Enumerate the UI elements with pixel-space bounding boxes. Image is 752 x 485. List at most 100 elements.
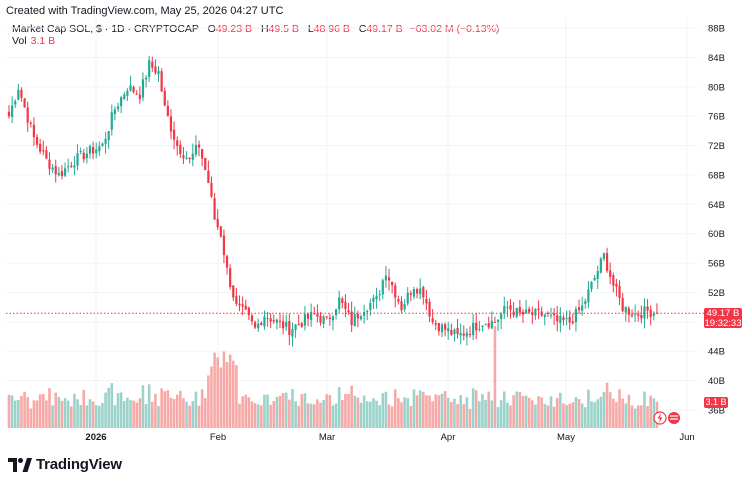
candle-body [229, 268, 232, 287]
candle-body [197, 144, 201, 148]
candle-body [303, 314, 307, 326]
tradingview-logo[interactable]: TradingView [8, 456, 122, 473]
volume-bar [524, 395, 528, 428]
candle-body [593, 277, 596, 281]
candle-body [378, 294, 381, 296]
last-price-value: 49.17 B [706, 308, 740, 319]
candle-body [172, 129, 176, 140]
candle-body [462, 333, 465, 336]
volume-bar [615, 402, 618, 428]
volume-bar [356, 397, 360, 428]
candle-body [453, 329, 456, 335]
volume-bar [481, 394, 484, 428]
candle-body [397, 299, 400, 302]
volume-bar [144, 404, 148, 428]
candle-body [191, 153, 194, 160]
candle-body [524, 309, 528, 313]
volume-bar [412, 389, 416, 428]
volume-bar [521, 396, 525, 428]
volume-bar [446, 397, 450, 428]
close-value: 49.17 B [366, 23, 403, 35]
x-tick-label: Apr [441, 432, 456, 443]
volume-bar [499, 400, 503, 428]
volume-bar [633, 408, 637, 428]
volume-bar [54, 392, 58, 428]
volume-bar [649, 395, 652, 428]
volume-bar [577, 399, 581, 428]
candle-body [375, 295, 378, 300]
candle-body [63, 168, 67, 176]
volume-bar [359, 402, 363, 428]
status-icons[interactable] [653, 411, 680, 425]
volume-bar [312, 404, 316, 428]
volume-bar [353, 395, 357, 428]
candle-body [123, 94, 126, 100]
candle-body [643, 306, 646, 319]
volume-bar [636, 405, 640, 428]
candle-body [403, 304, 406, 310]
candle-body [587, 289, 590, 303]
candle-body [282, 321, 285, 329]
volume-bar [150, 401, 154, 428]
candles [7, 55, 659, 347]
candle-body [422, 287, 425, 298]
candle-body [179, 144, 182, 155]
candle-body [154, 66, 157, 73]
volume-bar [197, 405, 201, 428]
volume-bar [213, 352, 216, 428]
volume-bar [369, 401, 372, 428]
volume-bar [157, 405, 160, 428]
last-volume-tag: 3.1 B [704, 397, 728, 408]
candle-body [568, 316, 571, 323]
volume-bar [306, 403, 310, 428]
volume-bar [549, 396, 553, 428]
candle-body [484, 324, 487, 326]
grid [6, 18, 698, 428]
volume-bar [583, 407, 587, 428]
candle-body [263, 316, 266, 327]
volume-bar [543, 403, 547, 428]
volume-bar [555, 397, 559, 428]
y-axis: 36B40B44B48B52B56B60B64B68B72B76B80B84B8… [708, 24, 725, 417]
candle-body [356, 313, 359, 319]
candle-body [216, 218, 219, 228]
volume-bar [540, 397, 543, 428]
volume-bar [20, 396, 23, 428]
volume-bar [203, 398, 207, 428]
volume-bar [238, 403, 241, 428]
close-label: C [358, 23, 367, 35]
candle-body [126, 90, 129, 96]
volume-bar [141, 385, 145, 428]
volume-bar [552, 406, 556, 428]
candle-body [39, 143, 42, 152]
candle-body [160, 71, 163, 92]
candle-body [359, 316, 363, 320]
candle-body [387, 277, 391, 281]
candle-body [562, 317, 565, 321]
volume-bar [515, 391, 519, 428]
volume-bar [605, 382, 609, 428]
volume-bar [440, 393, 444, 428]
volume-bar [568, 403, 571, 428]
volume-bar [300, 394, 304, 428]
event-icon[interactable] [668, 412, 680, 424]
y-tick-label: 60B [708, 229, 725, 240]
candle-body [101, 143, 104, 146]
volume-bar [393, 389, 397, 428]
candle-body [627, 308, 630, 315]
high-value: 49.5 B [268, 23, 299, 35]
volume-bar [347, 393, 350, 428]
candle-body [609, 270, 612, 277]
x-axis: 2026 Feb Mar Apr May Jun [85, 432, 694, 443]
volume-bar [235, 365, 238, 428]
candle-body [574, 308, 578, 323]
volume-bar [518, 391, 522, 428]
candle-body [615, 283, 618, 287]
candle-body [366, 310, 369, 312]
volume-bar [337, 387, 341, 428]
candle-body [88, 146, 92, 154]
volume-bar [63, 398, 67, 428]
volume-bar [291, 389, 294, 428]
volume-bar [390, 406, 394, 428]
